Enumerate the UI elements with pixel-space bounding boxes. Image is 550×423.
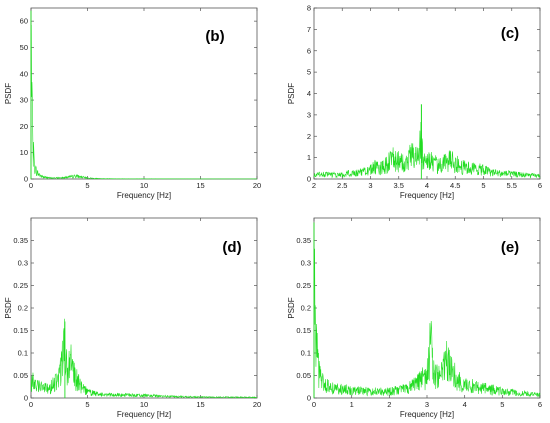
y-tick-label: 0.3 — [301, 259, 311, 268]
panel-label: (b) — [205, 28, 224, 45]
y-tick-label: 2 — [307, 132, 311, 141]
x-tick-label: 4.5 — [450, 181, 460, 190]
y-axis-label: PSDF — [4, 83, 13, 104]
x-axis-label: Frequency [Hz] — [117, 191, 171, 200]
panel-label: (e) — [501, 239, 519, 256]
x-tick-label: 3.5 — [394, 181, 404, 190]
y-tick-label: 0 — [24, 175, 28, 184]
x-tick-label: 4 — [463, 400, 467, 409]
y-tick-label: 0.25 — [13, 281, 28, 290]
plot-frame — [313, 7, 541, 180]
y-tick-label: 60 — [20, 17, 28, 26]
panel-label: (c) — [501, 25, 519, 42]
y-tick-label: 0.25 — [296, 281, 311, 290]
x-tick-label: 3 — [368, 181, 372, 190]
y-tick-label: 0.2 — [301, 304, 311, 313]
psdf-series-line — [30, 24, 258, 180]
y-axis-label: PSDF — [4, 297, 13, 318]
y-tick-label: 30 — [20, 96, 28, 105]
chart-panel-e: 0 1 2 3 4 5 6 0 0.05 0.1 0.15 0.2 0.25 0.3 0.35 Frequen… — [287, 217, 542, 419]
x-tick-label: 2.5 — [337, 181, 347, 190]
y-tick-label: 0 — [307, 175, 311, 184]
x-tick-label: 2 — [387, 400, 391, 409]
y-tick-label: 1 — [307, 153, 311, 162]
chart-panel-d: 0 5 10 15 20 0 0.05 0.1 0.15 0.2 0.25 0.3 0.35 Freque… — [4, 217, 261, 419]
y-tick-label: 6 — [307, 46, 311, 55]
y-tick-label: 40 — [20, 69, 28, 78]
plot-frame — [30, 7, 258, 180]
y-axis-label: PSDF — [287, 297, 296, 318]
psdf-series-line — [313, 248, 541, 398]
y-tick-label: 0.1 — [18, 349, 28, 358]
y-tick-label: 0.05 — [13, 371, 28, 380]
x-tick-label: 15 — [196, 400, 204, 409]
x-tick-label: 5.5 — [507, 181, 517, 190]
x-tick-label: 10 — [140, 181, 148, 190]
y-axis-label: PSDF — [287, 83, 296, 104]
psdf-series-line — [313, 104, 541, 179]
x-tick-label: 5 — [481, 181, 485, 190]
psdf-series-line — [30, 318, 258, 399]
y-tick-label: 0.05 — [296, 371, 311, 380]
x-axis-label: Frequency [Hz] — [400, 410, 454, 419]
y-tick-label: 3 — [307, 110, 311, 119]
y-tick-label: 0.3 — [18, 259, 28, 268]
x-tick-label: 5 — [500, 400, 504, 409]
y-tick-label: 50 — [20, 43, 28, 52]
y-tick-label: 0 — [24, 394, 28, 403]
y-tick-label: 0.2 — [18, 304, 28, 313]
y-tick-label: 8 — [307, 4, 311, 13]
chart-panel-c: 2 2.5 3 3.5 4 4.5 5 5.5 6 0 1 2 3 4 5 6 7 8 Frequency [Hz]… — [287, 4, 542, 201]
y-tick-label: 0.15 — [296, 326, 311, 335]
x-tick-label: 5 — [85, 181, 89, 190]
x-tick-label: 20 — [253, 181, 261, 190]
y-tick-label: 0.1 — [301, 349, 311, 358]
x-axis-label: Frequency [Hz] — [400, 191, 454, 200]
x-tick-label: 15 — [196, 181, 204, 190]
y-tick-label: 0.35 — [13, 236, 28, 245]
panel-label: (d) — [222, 239, 241, 256]
y-tick-label: 5 — [307, 68, 311, 77]
y-tick-label: 4 — [307, 89, 311, 98]
x-tick-label: 1 — [350, 400, 354, 409]
x-tick-label: 4 — [425, 181, 429, 190]
x-tick-label: 20 — [253, 400, 261, 409]
x-tick-label: 10 — [140, 400, 148, 409]
x-tick-label: 0 — [29, 181, 33, 190]
x-tick-label: 0 — [312, 400, 316, 409]
x-tick-label: 6 — [538, 181, 542, 190]
x-tick-label: 6 — [538, 400, 542, 409]
chart-panel-b: 0 5 10 15 20 0 10 20 30 40 50 60 Frequency [Hz] PSDF (… — [4, 7, 261, 200]
y-tick-label: 20 — [20, 122, 28, 131]
y-tick-label: 7 — [307, 25, 311, 34]
x-axis-label: Frequency [Hz] — [117, 410, 171, 419]
x-tick-label: 5 — [85, 400, 89, 409]
y-tick-label: 10 — [20, 148, 28, 157]
x-tick-label: 3 — [425, 400, 429, 409]
y-tick-label: 0.35 — [296, 236, 311, 245]
x-tick-label: 2 — [312, 181, 316, 190]
y-tick-label: 0 — [307, 394, 311, 403]
x-tick-label: 0 — [29, 400, 33, 409]
y-tick-label: 0.15 — [13, 326, 28, 335]
